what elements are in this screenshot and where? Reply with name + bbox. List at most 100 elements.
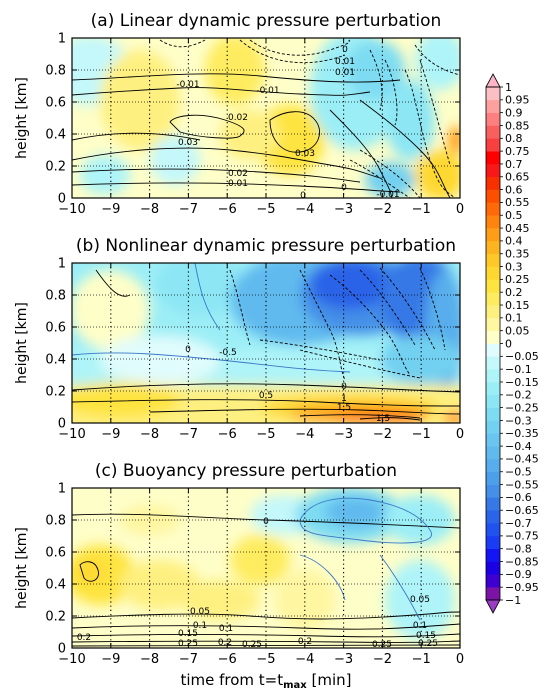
x-tick-label: −3 <box>334 427 353 442</box>
panel-b-clabel: 1.5 <box>337 403 351 413</box>
x-tick-label: −5 <box>256 427 275 442</box>
panel-a-clabel: 0 <box>342 45 348 55</box>
panel-b-clabel: 1.5 <box>376 414 390 424</box>
colorbar-swatch <box>486 548 500 562</box>
colorbar-swatch <box>486 253 500 267</box>
colorbar-swatch <box>486 433 500 447</box>
x-tick-label: −9 <box>101 652 120 667</box>
panel-b: (b) Nonlinear dynamic pressure perturbat… <box>71 236 461 424</box>
colorbar-label: 0.8 <box>505 132 523 145</box>
x-tick-label: −10 <box>58 202 85 217</box>
colorbar-swatch <box>486 112 500 126</box>
y-tick-label: 0.2 <box>45 385 66 400</box>
x-tick-label: 0 <box>456 427 464 442</box>
colorbar-label: −0.7 <box>505 517 532 530</box>
colorbar-label: −0.85 <box>505 555 539 568</box>
x-tick-label: −8 <box>140 652 159 667</box>
colorbar-swatch <box>486 99 500 113</box>
colorbar-label: −0.6 <box>505 491 532 504</box>
colorbar-label: −0.3 <box>505 414 532 427</box>
x-tick-label: −7 <box>179 652 198 667</box>
colorbar-swatch <box>486 317 500 331</box>
y-tick-label: 0.8 <box>45 289 66 304</box>
colorbar-swatch <box>486 523 500 537</box>
panel-axes: −10 −9 −8 −7 −6 −5 −4 −3 −2 −1 000.20.40.60.81heig… <box>14 482 464 668</box>
panel-a-title: (a) Linear dynamic pressure perturbation <box>91 11 442 31</box>
y-axis-label: height [km] <box>14 77 30 159</box>
colorbar-label: 0.35 <box>505 248 530 261</box>
colorbar-label: −0.9 <box>505 568 532 581</box>
panel-c: (c) Buoyancy pressure perturbation <box>71 461 461 691</box>
colorbar-label: −0.5 <box>505 466 532 479</box>
x-tick-label: −4 <box>295 652 314 667</box>
panel-a-clabel: 0 <box>341 183 347 193</box>
colorbar-label: −0.25 <box>505 401 539 414</box>
y-tick-label: 0.4 <box>45 128 66 143</box>
y-axis-label: height [km] <box>14 527 30 609</box>
colorbar-high-extend <box>485 73 501 88</box>
panel-a-clabel: 0.01 <box>335 68 355 78</box>
x-tick-label: −8 <box>140 202 159 217</box>
colorbar-label: 0.25 <box>505 273 530 286</box>
y-tick-label: 0.4 <box>45 353 66 368</box>
colorbar-swatch <box>486 407 500 421</box>
colorbar-low-extend <box>485 599 501 614</box>
y-tick-label: 1 <box>58 32 66 47</box>
colorbar-swatch <box>486 87 500 101</box>
x-tick-label: −7 <box>179 427 198 442</box>
colorbar: −1−0.95−0.9−0.85−0.8−0.75−0.7−0.65−0.6−0… <box>485 73 539 614</box>
colorbar-label: −0.55 <box>505 478 539 491</box>
y-tick-label: 0 <box>58 642 66 657</box>
y-tick-label: 0.2 <box>45 610 66 625</box>
y-tick-label: 1 <box>58 482 66 497</box>
x-tick-label: −9 <box>101 202 120 217</box>
panel-c-clabel: 0.2 <box>77 633 91 643</box>
x-tick-label: 0 <box>456 652 464 667</box>
colorbar-label: 0.05 <box>505 324 530 337</box>
colorbar-swatch <box>486 497 500 511</box>
panel-a-clabel: 0 <box>300 191 306 201</box>
y-tick-label: 0.6 <box>45 321 66 336</box>
x-tick-label: −3 <box>334 202 353 217</box>
x-tick-label: −1 <box>412 202 431 217</box>
panel-c-clabel: 0.25 <box>242 640 262 650</box>
colorbar-swatch <box>486 446 500 460</box>
panel-a-clabel: 0.03 <box>295 149 315 159</box>
x-tick-label: −1 <box>412 652 431 667</box>
colorbar-swatch <box>486 125 500 139</box>
x-tick-label: −5 <box>256 202 275 217</box>
colorbar-label: 0.7 <box>505 158 523 171</box>
x-tick-label: −4 <box>295 202 314 217</box>
x-tick-label: −9 <box>101 427 120 442</box>
colorbar-swatch <box>486 138 500 152</box>
colorbar-label: −1 <box>505 594 521 607</box>
y-tick-label: 1 <box>58 257 66 272</box>
x-tick-label: −6 <box>218 202 237 217</box>
y-tick-label: 0.6 <box>45 96 66 111</box>
y-axis-label: height [km] <box>14 302 30 384</box>
panel-b-clabel: -0.5 <box>219 348 237 358</box>
x-tick-label: −6 <box>218 652 237 667</box>
colorbar-swatch <box>486 228 500 242</box>
panel-c-clabel: 0.25 <box>418 639 438 649</box>
x-tick-label: 0 <box>456 202 464 217</box>
panel-c-clabel: 0.05 <box>190 607 210 617</box>
colorbar-swatch <box>486 574 500 588</box>
colorbar-swatch <box>486 151 500 165</box>
colorbar-label: 0.6 <box>505 183 523 196</box>
y-tick-label: 0.6 <box>45 546 66 561</box>
colorbar-swatch <box>486 163 500 178</box>
y-tick-label: 0.8 <box>45 514 66 529</box>
colorbar-label: 0.2 <box>505 286 523 299</box>
panel-b-clabel: 1 <box>341 394 347 404</box>
colorbar-swatch <box>486 305 500 319</box>
colorbar-label: 0.9 <box>505 106 523 119</box>
colorbar-swatch <box>486 202 500 216</box>
colorbar-swatch <box>486 561 500 575</box>
colorbar-label: −0.05 <box>505 350 539 363</box>
panel-b-field <box>72 263 460 423</box>
panel-axes: −10 −9 −8 −7 −6 −5 −4 −3 −2 −1 000.20.40.60.81heig… <box>14 257 464 443</box>
colorbar-swatch <box>486 189 500 203</box>
colorbar-swatch <box>486 266 500 280</box>
